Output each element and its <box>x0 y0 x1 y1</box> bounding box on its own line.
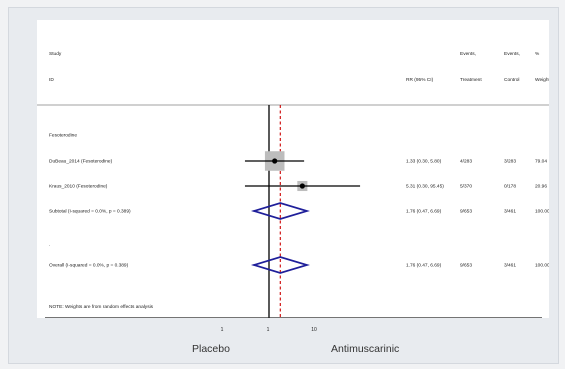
subtotal-events-control: 3/461 <box>504 209 516 215</box>
subtotal-weight: 100.00 <box>535 209 549 215</box>
right-favours-label: Antimuscarinic <box>331 343 400 355</box>
overall-diamond <box>250 256 310 274</box>
weights-note: NOTE: Weights are from random effects an… <box>49 304 154 310</box>
subtotal-diamond <box>250 202 310 220</box>
header-weight-2: Weight <box>535 77 549 83</box>
study-events-control: 0/178 <box>504 184 516 190</box>
forest-plot-panel: Study ID RR (95% CI) Events, Treatment Events… <box>37 20 549 318</box>
forest-plot: Study ID RR (95% CI) Events, Treatment Events… <box>37 51 549 318</box>
header-weight-1: % <box>535 51 540 57</box>
overall-events-treatment: 9/653 <box>460 263 472 269</box>
header-study: Study <box>49 51 62 57</box>
header-events-treatment-1: Events, <box>460 51 476 57</box>
figure-frame: Study ID RR (95% CI) Events, Treatment Events… <box>8 7 559 364</box>
spacer-label: . <box>49 243 50 248</box>
study-rr-ci: 5.31 (0.30, 95.45) <box>406 184 444 190</box>
overall-label: Overall (I-squared = 0.0%, p = 0.389) <box>49 263 129 269</box>
study-label: Kraus_2010 (Fesoterodine) <box>49 184 108 190</box>
study-rr-ci: 1.33 (0.30, 5.80) <box>406 159 442 165</box>
subtotal-label: Subtotal (I-squared = 0.0%, p = 0.389) <box>49 209 131 215</box>
left-favours-label: Placebo <box>192 343 230 355</box>
group-label: Fesoterodine <box>49 133 77 139</box>
subtotal-events-treatment: 9/653 <box>460 209 472 215</box>
overall-weight: 100.00 <box>535 263 549 269</box>
subtotal-rr-ci: 1.76 (0.47, 6.69) <box>406 209 442 215</box>
overall-events-control: 3/461 <box>504 263 516 269</box>
point-estimate <box>299 183 305 189</box>
study-events-treatment: 4/283 <box>460 159 472 165</box>
header-events-treatment-2: Treatment <box>460 77 482 83</box>
study-weight: 79.04 <box>535 159 547 165</box>
header-id: ID <box>49 77 54 83</box>
study-events-control: 3/283 <box>504 159 516 165</box>
header-events-control-1: Events, <box>504 51 520 57</box>
overall-rr-ci: 1.76 (0.47, 6.69) <box>406 263 442 269</box>
study-events-treatment: 5/370 <box>460 184 472 190</box>
study-label: DuBeau_2014 (Fesoterodine) <box>49 159 113 165</box>
point-estimate <box>272 158 278 164</box>
header-rr: RR (95% CI) <box>406 77 434 83</box>
study-weight: 20.96 <box>535 184 547 190</box>
header-events-control-2: Control <box>504 77 519 83</box>
